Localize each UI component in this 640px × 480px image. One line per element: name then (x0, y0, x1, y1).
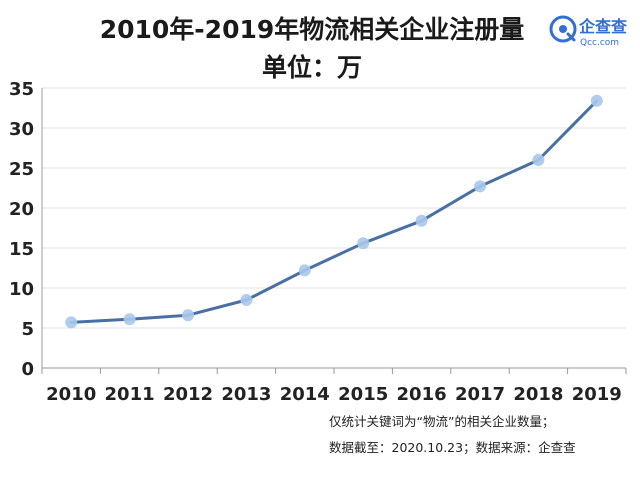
data-point (590, 94, 603, 107)
data-series (65, 94, 603, 329)
logo-icon-dot (559, 25, 567, 33)
chart-title: 2010年-2019年物流相关企业注册量 (100, 15, 525, 44)
logo-sub: Qcc.com (580, 38, 619, 48)
logo-icon-tail (566, 32, 576, 42)
y-tick-label: 35 (9, 79, 34, 100)
x-tick-label: 2014 (280, 384, 330, 405)
series-line (69, 99, 599, 324)
y-tick-label: 0 (21, 359, 34, 380)
data-point (65, 316, 78, 329)
data-point (532, 154, 545, 166)
x-tick-label: 2012 (163, 384, 213, 405)
x-tick-label: 2015 (338, 384, 388, 405)
x-tick-label: 2017 (455, 384, 505, 405)
data-point (123, 313, 136, 326)
x-tick-label: 2011 (105, 384, 155, 405)
data-point (474, 180, 486, 193)
note-line-1: 仅统计关键词为“物流”的相关企业数量； (329, 414, 554, 429)
y-tick-label: 15 (9, 239, 34, 260)
chart-subtitle: 单位：万 (262, 53, 362, 82)
data-point (298, 264, 311, 277)
x-tick-label: 2016 (397, 384, 447, 405)
y-tick-label: 30 (9, 119, 34, 140)
data-point (415, 214, 428, 227)
x-tick-label: 2010 (46, 384, 96, 405)
x-tick-label: 2018 (513, 384, 563, 405)
brand-logo: 企查查 Qcc.com (549, 15, 627, 48)
data-point (182, 309, 194, 322)
y-tick-label: 25 (9, 159, 34, 180)
data-point (357, 237, 370, 250)
logo-name: 企查查 (578, 17, 627, 36)
y-tick-label: 10 (9, 279, 34, 300)
gridlines (42, 87, 626, 329)
x-axis: 2010 2011 2012 2013 2014 2015 2016 2017 2018 2019 (41, 367, 627, 405)
x-tick-label: 2019 (572, 384, 622, 405)
data-point (240, 294, 253, 306)
x-tick-label: 2013 (221, 384, 271, 405)
note-line-2: 数据截至：2020.10.23；数据来源：企查查 (329, 440, 576, 455)
y-tick-label: 20 (9, 199, 34, 220)
logo-icon (549, 15, 577, 43)
y-tick-label: 5 (21, 319, 34, 340)
y-axis: 0 5 10 15 20 25 30 35 (9, 79, 43, 380)
